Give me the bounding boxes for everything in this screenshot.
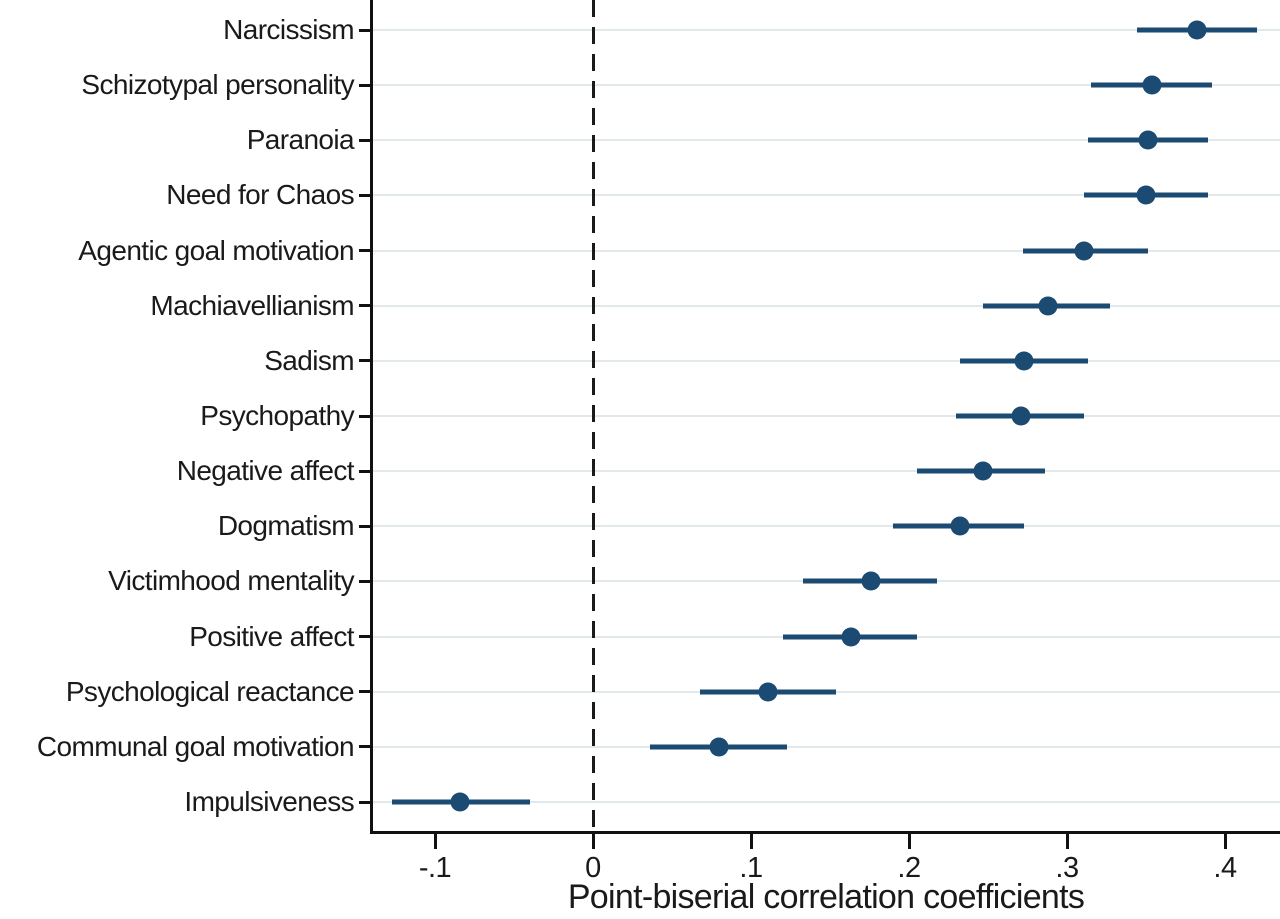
y-tick: [359, 138, 370, 142]
category-label: Positive affect: [189, 620, 354, 652]
category-gridline: [372, 194, 1280, 197]
category-gridline: [372, 359, 1280, 362]
point-estimate-marker: [1011, 406, 1031, 426]
category-label: Psychological reactance: [65, 675, 355, 707]
point-estimate-marker: [1138, 130, 1158, 150]
x-tick-label: -.1: [418, 852, 452, 884]
x-tick-label: .4: [1213, 852, 1237, 884]
zero-reference-line: [591, 0, 595, 830]
y-tick: [359, 83, 370, 87]
x-tick: [749, 834, 753, 849]
point-estimate-marker: [1136, 185, 1156, 205]
y-tick: [359, 579, 370, 583]
y-tick: [359, 304, 370, 308]
point-estimate-marker: [1038, 296, 1058, 316]
x-tick-label: .1: [739, 852, 763, 884]
category-gridline: [372, 304, 1280, 307]
category-label: Paranoia: [246, 124, 355, 156]
point-estimate-marker: [450, 792, 470, 812]
point-estimate-marker: [709, 737, 729, 757]
category-label: Machiavellianism: [150, 289, 354, 321]
category-gridline: [372, 249, 1280, 252]
category-gridline: [372, 415, 1280, 417]
category-label: Need for Chaos: [166, 179, 354, 211]
category-gridline: [372, 745, 1280, 748]
category-gridline: [372, 29, 1280, 31]
category-label: Agentic goal motivation: [78, 234, 354, 266]
category-label: Negative affect: [176, 455, 355, 487]
x-tick-label: 0: [585, 852, 601, 884]
y-tick: [359, 800, 370, 804]
x-tick: [433, 834, 437, 849]
x-tick-label: .2: [897, 852, 921, 884]
point-estimate-marker: [950, 516, 970, 536]
category-label: Narcissism: [223, 14, 354, 45]
y-tick: [359, 469, 370, 473]
y-tick: [359, 635, 370, 639]
point-estimate-marker: [1014, 351, 1034, 371]
category-gridline: [372, 470, 1280, 473]
x-axis-line: [370, 831, 1280, 834]
category-gridline: [372, 525, 1280, 528]
point-estimate-marker: [1074, 241, 1094, 261]
x-tick: [1065, 834, 1069, 849]
category-gridline: [372, 801, 1280, 803]
point-estimate-marker: [861, 571, 881, 591]
point-estimate-marker: [758, 682, 778, 702]
category-gridline: [372, 139, 1280, 142]
y-tick: [359, 28, 370, 32]
x-tick: [907, 834, 911, 849]
y-tick: [359, 193, 370, 197]
category-label: Impulsiveness: [184, 786, 354, 817]
y-tick: [359, 249, 370, 253]
point-estimate-marker: [1142, 75, 1162, 95]
point-estimate-marker: [973, 461, 993, 481]
y-tick: [359, 414, 370, 418]
x-tick-label: .3: [1055, 852, 1079, 884]
category-gridline: [372, 84, 1280, 87]
x-axis-title: Point-biserial correlation coefficients: [567, 878, 1085, 916]
y-tick: [359, 524, 370, 528]
y-tick: [359, 690, 370, 694]
y-axis-line: [370, 0, 373, 834]
point-estimate-marker: [841, 627, 861, 647]
x-tick: [1223, 834, 1227, 849]
point-estimate-marker: [1187, 20, 1207, 40]
y-tick: [359, 359, 370, 363]
y-tick: [359, 745, 370, 749]
category-label: Victimhood mentality: [108, 565, 354, 597]
category-label: Dogmatism: [217, 510, 355, 542]
category-label: Sadism: [264, 344, 354, 376]
category-label: Schizotypal personality: [81, 69, 354, 101]
category-label: Psychopathy: [200, 400, 354, 431]
category-label: Communal goal motivation: [36, 730, 355, 762]
x-tick: [591, 834, 595, 849]
